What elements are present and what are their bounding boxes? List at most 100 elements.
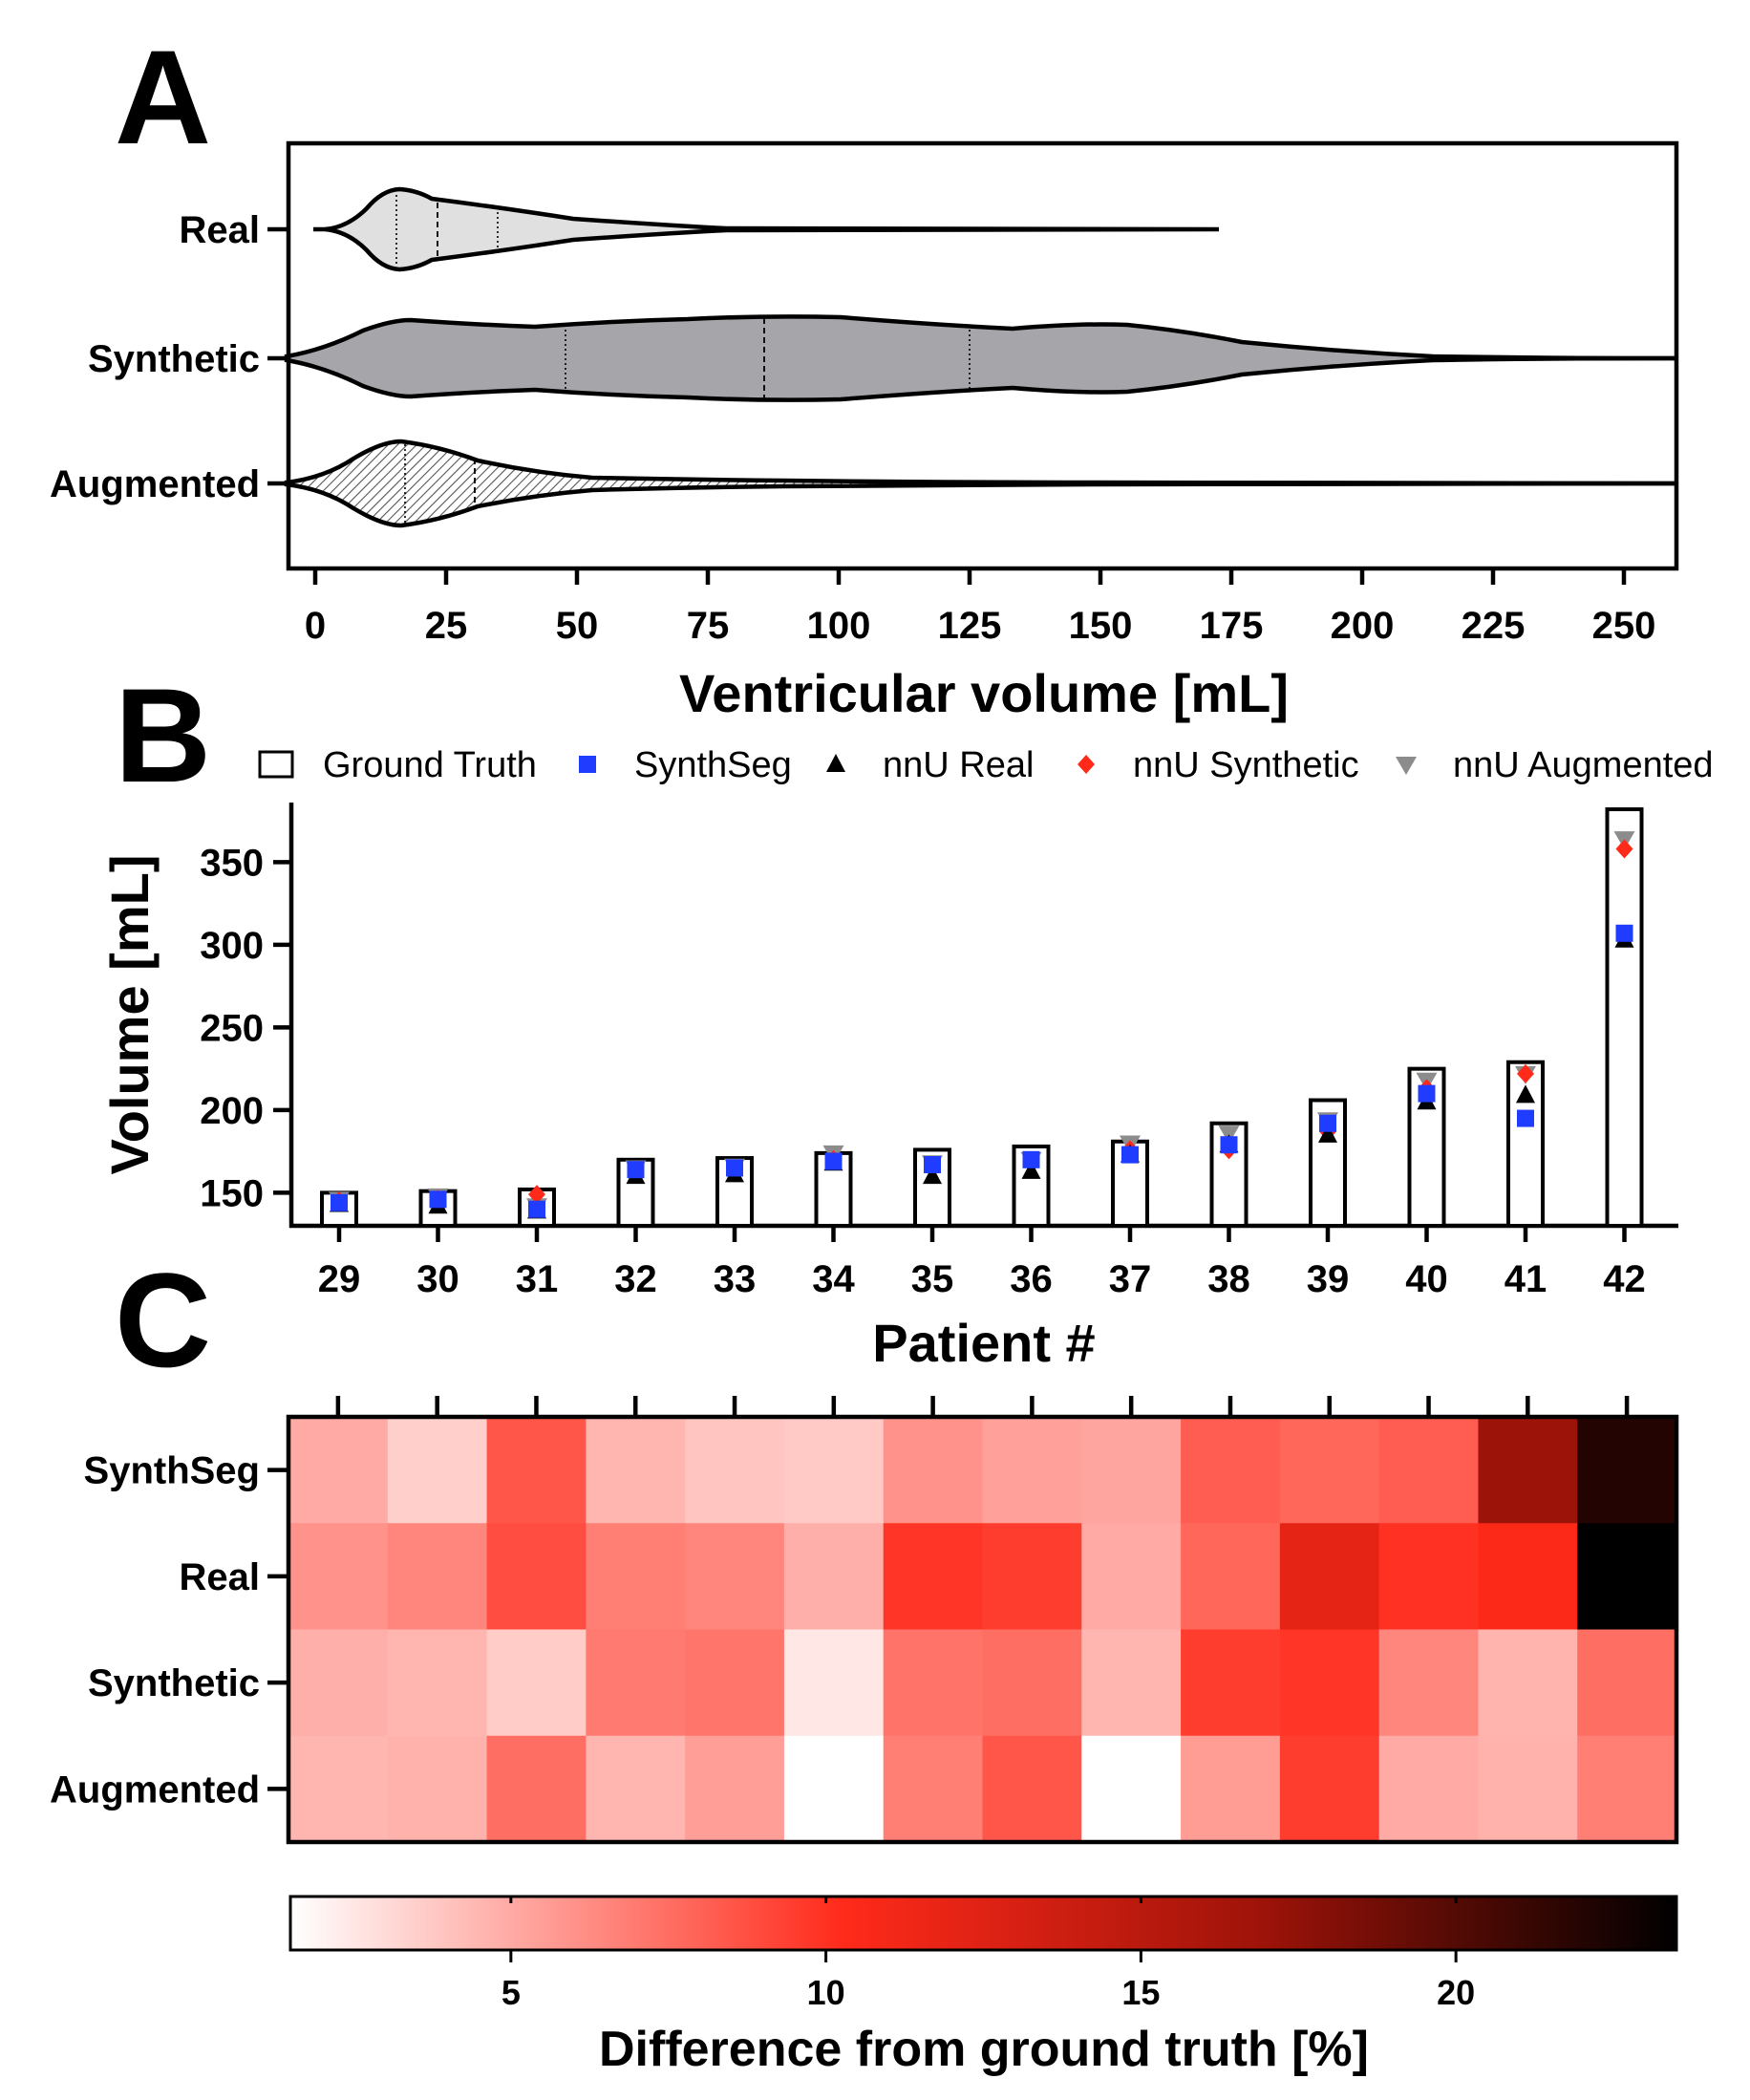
heatmap-cell (1181, 1417, 1281, 1524)
point-synthseg (1319, 1114, 1336, 1132)
heatmap-cell (1478, 1417, 1578, 1524)
x-tick-label: 25 (425, 605, 468, 647)
panel-b-x-axis-title: Patient # (872, 1313, 1095, 1373)
point-synthseg (528, 1200, 545, 1218)
heatmap-cell (783, 1735, 885, 1843)
x-tick-label: 50 (556, 605, 599, 647)
panel-b-y-ticks: 150 200 250 300 350 (200, 842, 291, 1214)
heatmap-cell (288, 1629, 389, 1737)
violin-real (313, 186, 1220, 272)
legend-nnu_real-marker (826, 754, 845, 772)
heatmap-cell (1081, 1735, 1182, 1843)
point-synthseg (1517, 1109, 1534, 1127)
bar-ground-truth (1605, 807, 1644, 1228)
point-synthseg (1121, 1146, 1139, 1164)
heatmap-cell (1279, 1523, 1380, 1630)
point-synthseg (1220, 1136, 1238, 1154)
x-tick-label: 250 (1592, 605, 1656, 647)
heatmap-cell (486, 1629, 587, 1737)
heatmap-cell (685, 1417, 785, 1524)
heatmap-cell (1279, 1417, 1380, 1524)
x-tick-label: 29 (318, 1258, 361, 1300)
x-tick-label: 125 (938, 605, 1002, 647)
x-tick-label: 37 (1109, 1258, 1152, 1300)
legend-nnu_augmented-label: nnU Augmented (1453, 745, 1714, 785)
row-label-synthseg: SynthSeg (84, 1450, 260, 1492)
heatmap-cell (1478, 1523, 1578, 1630)
legend-nnu_augmented-marker (1396, 757, 1417, 775)
heatmap-cell (486, 1735, 587, 1843)
y-tick-label: 250 (200, 1007, 264, 1049)
panel-b-legend: Ground Truth SynthSeg nnU Real nnU Syntheti… (258, 745, 1714, 785)
colorbar-tick-label: 20 (1437, 1973, 1475, 2012)
heatmap-cell (982, 1629, 1082, 1737)
heatmap-frame (286, 1414, 1679, 1845)
x-tick-label: 200 (1331, 605, 1395, 647)
row-label-synthetic: Synthetic (88, 1662, 260, 1704)
heatmap-cell (1181, 1629, 1281, 1737)
heatmap-cell (288, 1417, 389, 1524)
x-tick-label: 30 (416, 1258, 459, 1300)
heatmap-cell (783, 1417, 885, 1524)
legend-nnu_real-label: nnU Real (883, 745, 1034, 785)
heatmap-cell (486, 1417, 587, 1524)
legend-ground-truth-swatch (258, 750, 294, 779)
heatmap-cell (1081, 1629, 1182, 1737)
heatmap-cell (982, 1523, 1082, 1630)
row-label-real: Real (180, 1556, 261, 1598)
heatmap-cell (685, 1523, 785, 1630)
bar-ground-truth (1111, 1139, 1149, 1229)
heatmap-cell (1081, 1417, 1182, 1524)
heatmap-ticks: SynthSeg Real Synthetic Augmented (50, 1396, 1630, 1811)
x-tick-label: 150 (1069, 605, 1133, 647)
point-nnu_synthetic (1517, 1063, 1534, 1083)
heatmap (288, 1417, 1677, 1843)
legend-nnu_synthetic-label: nnU Synthetic (1133, 745, 1359, 785)
point-nnu_synthetic (1615, 839, 1633, 859)
row-label-augmented: Augmented (50, 1768, 260, 1811)
x-tick-label: 41 (1505, 1258, 1547, 1300)
heatmap-cell (288, 1735, 389, 1843)
x-tick-label: 75 (687, 605, 730, 647)
x-tick-label: 31 (516, 1258, 559, 1300)
heatmap-cell (387, 1629, 488, 1737)
heatmap-cell (586, 1629, 686, 1737)
heatmap-cell (1279, 1629, 1380, 1737)
panel-a-frame (286, 140, 1679, 571)
heatmap-cell (883, 1417, 983, 1524)
point-synthseg (726, 1159, 743, 1177)
x-tick-label: 42 (1603, 1258, 1646, 1300)
y-tick-label: 300 (200, 925, 264, 967)
point-synthseg (924, 1155, 941, 1173)
panel-a-x-ticks: 0 25 50 75 100 125 150 175 200 225 250 (305, 568, 1656, 647)
heatmap-cell (982, 1417, 1082, 1524)
point-synthseg (1615, 924, 1633, 942)
x-tick-label: 35 (911, 1258, 954, 1300)
violin-label-augmented: Augmented (50, 463, 260, 505)
x-tick-label: 0 (305, 605, 326, 647)
panel-a-x-axis-title: Ventricular volume [mL] (679, 663, 1289, 723)
x-tick-label: 36 (1010, 1258, 1053, 1300)
heatmap-cell (783, 1523, 885, 1630)
panel-letter-a: A (115, 22, 211, 172)
panel-b-y-axis-title: Volume [mL] (99, 855, 160, 1175)
legend-synthseg-marker (579, 756, 596, 773)
panel-letter-b: B (115, 660, 211, 810)
violin-label-synthetic: Synthetic (88, 338, 260, 380)
point-synthseg (1022, 1150, 1040, 1168)
point-nnu_real (1516, 1084, 1535, 1104)
heatmap-cell (883, 1735, 983, 1843)
colorbar-tick-label: 5 (502, 1973, 521, 2012)
point-synthseg (824, 1152, 843, 1170)
point-nnu_real (1021, 1160, 1041, 1179)
heatmap-cell (1378, 1523, 1479, 1630)
y-tick-label: 150 (200, 1172, 264, 1214)
x-tick-label: 175 (1200, 605, 1264, 647)
x-tick-label: 38 (1207, 1258, 1250, 1300)
point-nnu_real (1318, 1124, 1337, 1143)
heatmap-cell (1378, 1735, 1479, 1843)
heatmap-cell (288, 1523, 389, 1630)
heatmap-cell (486, 1523, 587, 1630)
colorbar-ticks: 5 10 15 20 (502, 1896, 1475, 2012)
